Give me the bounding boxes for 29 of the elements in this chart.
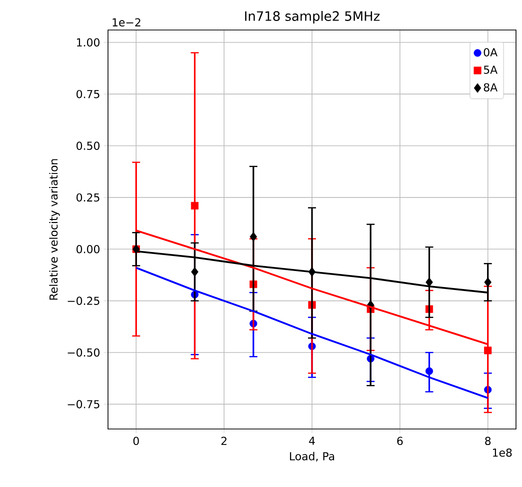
- legend-label: 8A: [484, 83, 498, 92]
- y-tick-label: 0.75: [76, 90, 100, 98]
- chart-title: In718 sample2 5MHz: [245, 10, 380, 24]
- y-axis-title: Relative velocity variation: [49, 159, 60, 300]
- y-tick-label: −0.50: [68, 348, 100, 357]
- line-series: [135, 266, 489, 399]
- x-tick-label: 4: [309, 436, 315, 445]
- point: [425, 367, 434, 375]
- y-tick-label: −0.75: [68, 400, 100, 408]
- legend-label: 0A: [484, 48, 498, 56]
- point: [191, 267, 198, 277]
- legend-label: 5A: [484, 66, 498, 74]
- point: [484, 346, 492, 354]
- x-tick-label: 8: [485, 436, 491, 446]
- x-tick-label: 6: [397, 436, 403, 446]
- point: [190, 202, 199, 210]
- point: [250, 232, 258, 242]
- y-tick-label: 0.00: [76, 245, 100, 254]
- x-axis-title: Load, Pa: [290, 452, 334, 462]
- y-tick-label: −0.25: [68, 296, 100, 305]
- point: [484, 277, 492, 287]
- point: [426, 277, 433, 287]
- x-tick-label: 2: [221, 436, 226, 445]
- y-tick-label: 0.25: [76, 193, 100, 202]
- y-tick-label: 1.00: [77, 38, 100, 47]
- x-tick-label: 0: [133, 436, 139, 446]
- text: 1e−2: [112, 18, 140, 26]
- text: 1e8: [492, 448, 512, 457]
- y-tick-label: 0.50: [76, 142, 100, 150]
